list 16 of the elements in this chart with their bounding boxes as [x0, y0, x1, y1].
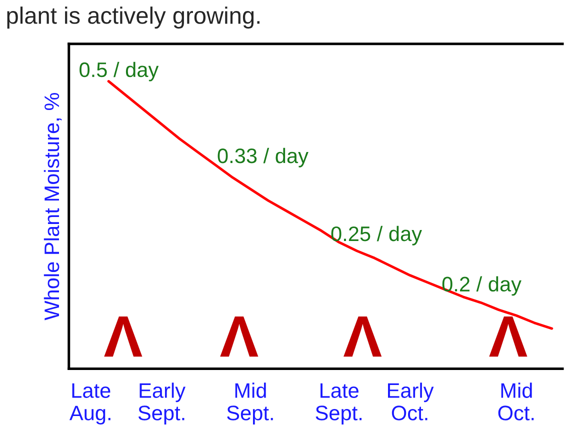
x-tick-label: Early Sept.	[138, 382, 186, 425]
annotation: 0.2 / day	[442, 276, 522, 296]
annotation: Λ	[220, 316, 258, 357]
x-tick-label: Mid Sept.	[227, 382, 273, 425]
y-axis-title: Whole Plant Moisture, %	[44, 93, 62, 320]
x-tick-label: Early Oct.	[388, 382, 434, 420]
annotation: Λ	[489, 316, 528, 357]
annotation: 0.25 / day	[331, 226, 422, 246]
text: 0.5 / day	[80, 62, 159, 82]
annotation: 0.33 / day	[218, 148, 308, 168]
annotation: Λ	[344, 316, 382, 357]
text: plant is actively growing.	[7, 6, 260, 29]
x-tick-label: Late Aug.	[69, 383, 110, 425]
x-tick-label: Late Sept.	[316, 383, 362, 425]
x-tick-label: Mid Oct.	[498, 382, 534, 420]
annotation: Λ	[104, 316, 142, 357]
